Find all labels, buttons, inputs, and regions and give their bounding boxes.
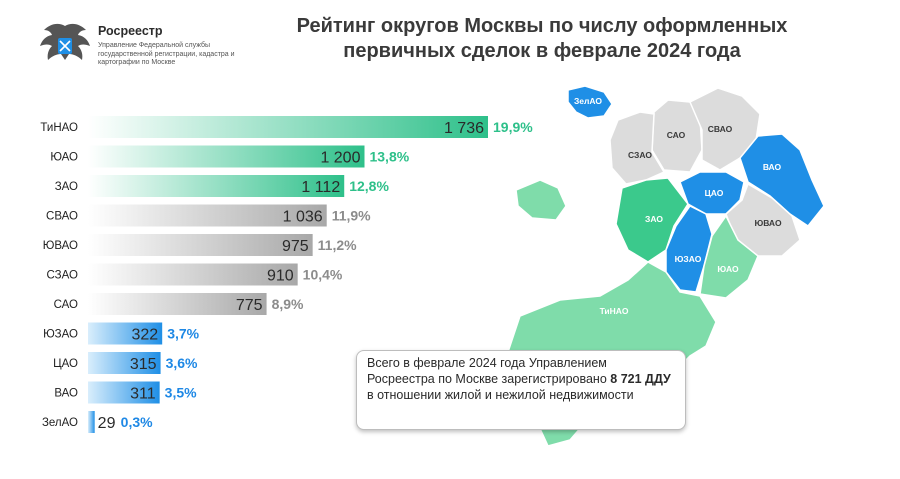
category-label: ЗелАО bbox=[42, 417, 78, 429]
category-label: ЦАО bbox=[53, 358, 78, 370]
chart-title: Рейтинг округов Москвы по числу оформлен… bbox=[262, 14, 822, 64]
bar bbox=[88, 352, 161, 374]
note-text-before: Всего в феврале 2024 года Управлением Ро… bbox=[367, 356, 607, 386]
map-label-yuao: ЮАО bbox=[717, 264, 739, 274]
chart-title-line-2: первичных сделок в феврале 2024 года bbox=[343, 40, 741, 62]
value-label: 975 bbox=[282, 238, 309, 255]
map-district-zao bbox=[615, 177, 689, 263]
map-label-tinao: ТиНАО bbox=[600, 306, 629, 316]
percent-label: 8,9% bbox=[272, 296, 304, 312]
map-district-vao bbox=[739, 133, 825, 228]
bar bbox=[88, 116, 488, 138]
percent-label: 3,7% bbox=[167, 326, 199, 342]
map-district-tinao-enclave bbox=[515, 179, 567, 221]
map-label-tsao: ЦАО bbox=[705, 188, 724, 198]
value-label: 322 bbox=[131, 327, 158, 344]
value-label: 1 112 bbox=[301, 179, 340, 196]
logo-name: Росреестр bbox=[98, 24, 163, 38]
rosreestr-logo: Росреестр Управление Федеральной службы … bbox=[36, 16, 256, 78]
value-label: 775 bbox=[236, 297, 263, 314]
value-label: 29 bbox=[98, 415, 116, 432]
summary-note: Всего в феврале 2024 года Управлением Ро… bbox=[356, 350, 686, 430]
chart-title-line-1: Рейтинг округов Москвы по числу оформлен… bbox=[296, 15, 788, 37]
map-district-szao bbox=[609, 111, 666, 185]
category-label: СВАО bbox=[46, 211, 78, 223]
category-label: САО bbox=[54, 299, 78, 311]
category-label: СЗАО bbox=[47, 270, 79, 282]
eagle-emblem-icon bbox=[40, 23, 90, 60]
category-label: ЮЗАО bbox=[43, 329, 78, 341]
percent-label: 0,3% bbox=[121, 414, 153, 430]
map-label-svao: СВАО bbox=[708, 124, 733, 134]
value-label: 1 736 bbox=[444, 120, 484, 137]
percent-label: 12,8% bbox=[349, 178, 389, 194]
bar bbox=[88, 175, 345, 197]
value-label: 910 bbox=[267, 268, 294, 285]
map-label-sao: САО bbox=[667, 130, 686, 140]
percent-label: 11,2% bbox=[318, 237, 357, 253]
map-label-zelao: ЗелАО bbox=[574, 96, 602, 106]
value-label: 1 036 bbox=[283, 209, 323, 226]
bar bbox=[88, 234, 313, 256]
category-label: ВАО bbox=[54, 388, 78, 400]
percent-label: 10,4% bbox=[303, 267, 343, 283]
percent-label: 19,9% bbox=[493, 119, 533, 135]
logo-subtitle: Управление Федеральной службы государств… bbox=[98, 42, 235, 66]
value-label: 311 bbox=[130, 386, 156, 403]
map-label-vao: ВАО bbox=[763, 162, 782, 172]
bar bbox=[88, 145, 365, 168]
bar bbox=[88, 204, 327, 227]
note-text-after: в отношении жилой и нежилой недвижимости bbox=[367, 388, 634, 402]
value-label: 1 200 bbox=[320, 150, 360, 167]
bar bbox=[88, 293, 267, 315]
category-label: ЮВАО bbox=[43, 240, 78, 252]
category-label: ЗАО bbox=[55, 181, 78, 193]
bar bbox=[88, 411, 95, 433]
map-label-yuzao: ЮЗАО bbox=[675, 254, 702, 264]
bar bbox=[88, 322, 163, 345]
percent-label: 11,9% bbox=[332, 208, 371, 224]
map-district-zelao bbox=[567, 85, 613, 119]
category-label: ТиНАО bbox=[40, 122, 78, 134]
map-district-yuao bbox=[699, 214, 759, 299]
percent-label: 3,6% bbox=[166, 355, 198, 371]
value-label: 315 bbox=[130, 356, 157, 373]
map-label-zao: ЗАО bbox=[645, 214, 663, 224]
percent-label: 13,8% bbox=[369, 149, 409, 165]
bars-layer: ТиНАО 1 736 19,9% ЮАО 1 200 13,8% ЗАО 1 112 12,8… bbox=[40, 116, 533, 433]
bar bbox=[88, 263, 298, 286]
note-bold-total: 8 721 ДДУ bbox=[610, 372, 671, 386]
category-label: ЮАО bbox=[50, 152, 78, 164]
percent-label: 3,5% bbox=[165, 385, 197, 401]
bar bbox=[88, 381, 160, 404]
map-label-szao: СЗАО bbox=[628, 150, 652, 160]
map-label-yuvao: ЮВАО bbox=[754, 218, 782, 228]
